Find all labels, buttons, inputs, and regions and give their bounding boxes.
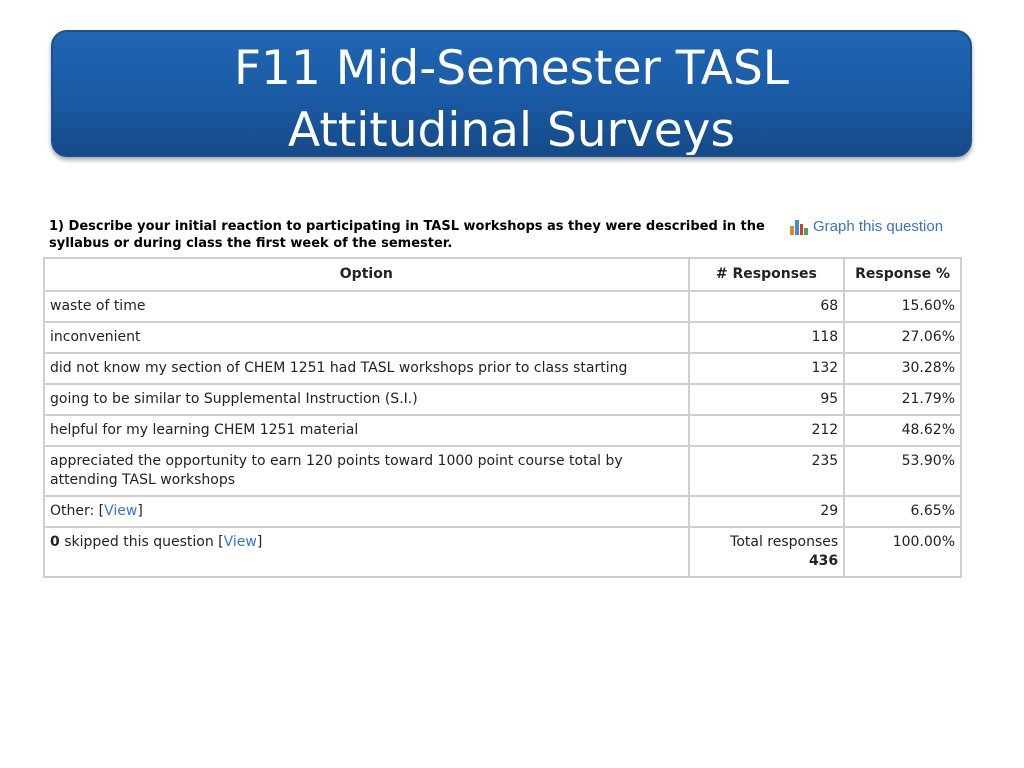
- table-row: inconvenient 118 27.06%: [43, 321, 962, 354]
- question-text: 1) Describe your initial reaction to par…: [49, 218, 784, 252]
- row-responses: 132: [687, 352, 846, 385]
- table-row: Other: [View] 29 6.65%: [43, 495, 962, 528]
- slide-title: F11 Mid-Semester TASL Attitudinal Survey…: [53, 38, 970, 157]
- row-percent: 30.28%: [843, 352, 962, 385]
- row-option: appreciated the opportunity to earn 120 …: [43, 445, 690, 497]
- header-responses: # Responses: [687, 257, 846, 292]
- row-percent: 15.60%: [843, 290, 962, 323]
- skipped-cell: 0 skipped this question [View]: [43, 526, 690, 578]
- other-label: Other:: [50, 503, 99, 519]
- row-percent: 48.62%: [843, 414, 962, 447]
- skipped-count: 0: [50, 534, 60, 550]
- table-header-row: Option # Responses Response %: [43, 257, 962, 292]
- row-percent: 27.06%: [843, 321, 962, 354]
- slide-title-line-2: Attitudinal Surveys: [288, 103, 735, 157]
- row-responses: 68: [687, 290, 846, 323]
- row-percent: 53.90%: [843, 445, 962, 497]
- total-responses-cell: Total responses 436: [687, 526, 846, 578]
- row-option: inconvenient: [43, 321, 690, 354]
- row-responses: 235: [687, 445, 846, 497]
- question-number: 1): [49, 219, 64, 234]
- row-responses: 95: [687, 383, 846, 416]
- table-row: helpful for my learning CHEM 1251 materi…: [43, 414, 962, 447]
- row-option: waste of time: [43, 290, 690, 323]
- total-percent: 100.00%: [843, 526, 962, 578]
- skipped-text: skipped this question: [59, 534, 219, 550]
- graph-question-link[interactable]: Graph this question: [790, 218, 943, 235]
- table-row: appreciated the opportunity to earn 120 …: [43, 445, 962, 497]
- row-responses: 29: [687, 495, 846, 528]
- row-responses: 212: [687, 414, 846, 447]
- bar-chart-icon: [790, 219, 808, 235]
- row-responses: 118: [687, 321, 846, 354]
- slide-title-banner: F11 Mid-Semester TASL Attitudinal Survey…: [51, 30, 972, 157]
- table-row: waste of time 68 15.60%: [43, 290, 962, 323]
- table-row: did not know my section of CHEM 1251 had…: [43, 352, 962, 385]
- row-option-other: Other: [View]: [43, 495, 690, 528]
- question-body: Describe your initial reaction to partic…: [49, 219, 765, 251]
- header-percent: Response %: [843, 257, 962, 292]
- total-value: 436: [808, 553, 839, 569]
- table-footer-row: 0 skipped this question [View] Total res…: [43, 526, 962, 578]
- row-option: did not know my section of CHEM 1251 had…: [43, 352, 690, 385]
- row-percent: 6.65%: [843, 495, 962, 528]
- header-option: Option: [43, 257, 690, 292]
- total-label: Total responses: [730, 534, 839, 550]
- table-row: going to be similar to Supplemental Inst…: [43, 383, 962, 416]
- graph-link-label[interactable]: Graph this question: [813, 218, 944, 235]
- row-option: helpful for my learning CHEM 1251 materi…: [43, 414, 690, 447]
- results-table: Option # Responses Response % waste of t…: [43, 257, 962, 578]
- slide-title-line-1: F11 Mid-Semester TASL: [234, 41, 789, 96]
- view-other-link[interactable]: View: [104, 503, 138, 519]
- row-option: going to be similar to Supplemental Inst…: [43, 383, 690, 416]
- view-skipped-link[interactable]: View: [223, 534, 257, 550]
- row-percent: 21.79%: [843, 383, 962, 416]
